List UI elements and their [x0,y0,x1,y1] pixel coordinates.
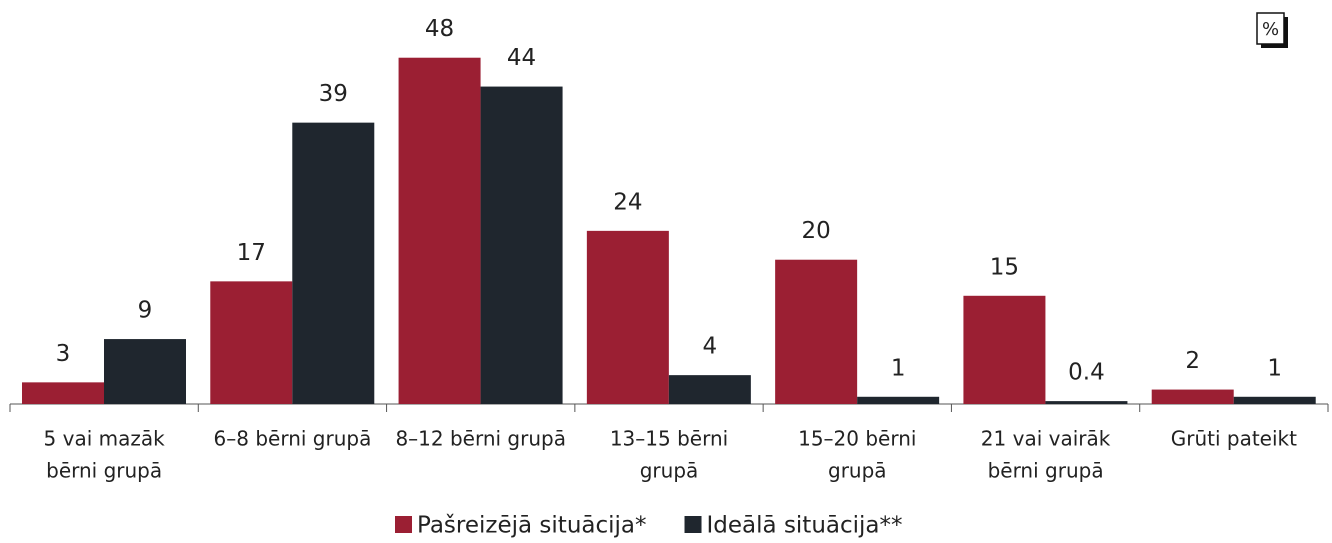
bar [857,396,940,404]
x-tick-label: 13–15 bērni [610,427,728,451]
x-tick-label: 15–20 bērni [798,427,916,451]
x-tick-label: grupā [828,459,887,483]
bar [22,382,104,404]
value-label: 9 [138,298,153,324]
bar [775,259,858,404]
bar [586,230,669,404]
x-tick-label: 21 vai vairāk [981,427,1111,451]
bar [398,57,481,404]
value-label: 17 [237,240,266,266]
bar [1045,401,1128,404]
value-label: 0.4 [1068,360,1105,386]
x-tick-label: 8–12 bērni grupā [395,427,566,451]
bar [668,375,751,404]
value-label: 48 [425,16,454,42]
bar [480,86,563,405]
value-label: 39 [319,81,348,107]
value-label: 4 [703,334,718,360]
bar [1233,396,1316,404]
x-tick-label: bērni grupā [988,459,1104,483]
value-label: 2 [1185,348,1200,374]
unit-label: % [1262,19,1279,40]
value-label: 1 [891,355,906,381]
value-label: 3 [56,341,71,367]
legend-swatch [684,516,702,533]
value-label: 15 [990,254,1019,280]
bar [104,339,186,404]
x-tick-label: grupā [640,459,699,483]
bar [1151,389,1234,404]
legend-label: Ideālā situācija** [707,513,903,539]
value-label: 24 [613,189,642,215]
value-label: 1 [1267,355,1282,381]
legend-label: Pašreizējā situācija* [417,513,647,539]
value-label: 44 [507,45,536,71]
bar [210,281,293,404]
x-tick-label: Grūti pateikt [1171,427,1297,451]
x-tick-label: 6–8 bērni grupā [214,427,372,451]
x-tick-label: bērni grupā [46,459,162,483]
legend-swatch [395,516,412,533]
x-tick-label: 5 vai mazāk [44,427,166,451]
unit-box [1256,12,1285,45]
value-label: 20 [802,218,831,244]
bar [292,122,375,405]
bar [963,295,1046,404]
